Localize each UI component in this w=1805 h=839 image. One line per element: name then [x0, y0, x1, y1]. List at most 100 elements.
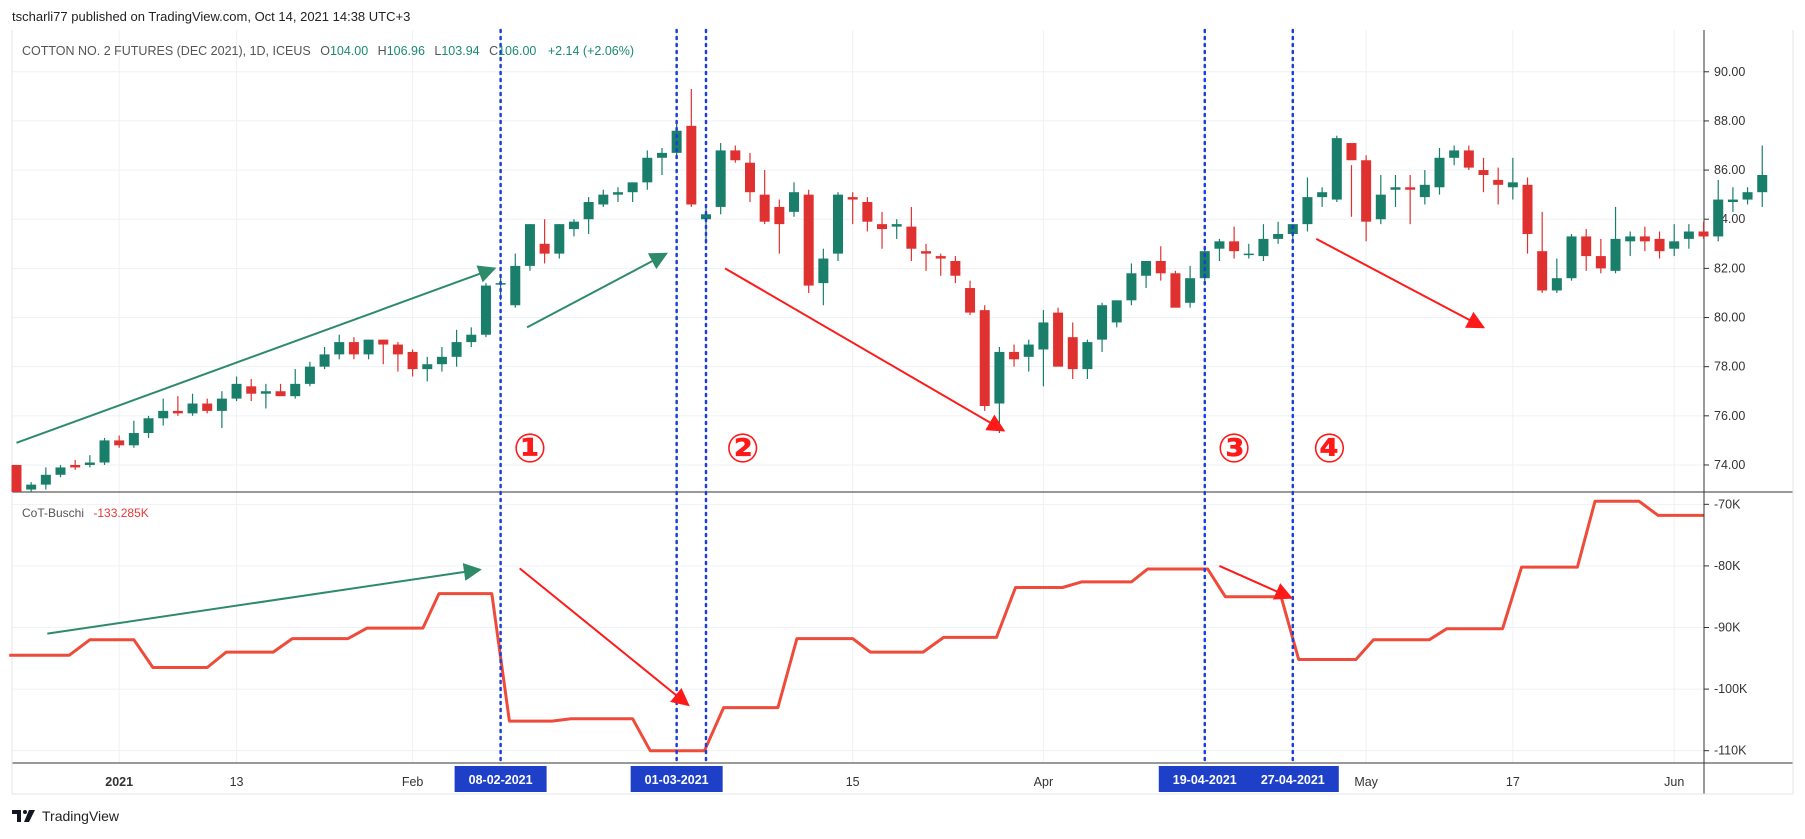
candle-body — [1405, 187, 1416, 190]
price-tick-label: 76.00 — [1714, 409, 1745, 423]
candle-body — [1038, 322, 1049, 350]
candle-body — [216, 398, 227, 411]
candle-body — [392, 344, 403, 355]
candle-body — [1449, 150, 1460, 158]
candle-body — [568, 221, 579, 230]
price-axis: 74.0076.0078.0080.0082.0084.0086.0088.00… — [1704, 65, 1745, 472]
pane-borders — [11, 30, 1794, 795]
candle-body — [114, 440, 125, 446]
circled-number: ① — [513, 427, 547, 471]
indicator-trend-arrow — [1219, 564, 1293, 600]
price-trend-arrow — [526, 252, 668, 329]
candle-body — [1361, 160, 1372, 222]
candle-body — [1625, 236, 1636, 242]
symbol-title: COTTON NO. 2 FUTURES (DEC 2021), 1D, ICE… — [22, 44, 311, 58]
candle-body — [1141, 261, 1152, 276]
candle-body — [1317, 192, 1328, 198]
candle-body — [26, 484, 37, 490]
time-tick-label: Jun — [1664, 775, 1684, 789]
indicator-tick-label: -70K — [1714, 497, 1741, 511]
candle-body — [510, 265, 521, 306]
candle-body — [921, 251, 932, 254]
candle-body — [583, 202, 594, 220]
date-badge: 01-03-2021 — [630, 766, 723, 792]
candle-body — [1302, 197, 1313, 225]
time-tick-label: May — [1354, 775, 1378, 789]
date-badge-label: 19-04-2021 — [1173, 773, 1237, 787]
candle-body — [612, 192, 623, 195]
candle-body — [143, 418, 154, 434]
candle-body — [642, 157, 653, 183]
candle-body — [1331, 138, 1342, 200]
candle-body — [1727, 199, 1738, 203]
cot-line — [9, 499, 1704, 753]
candle-body — [1023, 344, 1034, 357]
price-tick-label: 90.00 — [1714, 65, 1745, 79]
grid-lines — [12, 30, 1704, 763]
date-badge-bg — [1246, 766, 1339, 792]
candle-body — [187, 403, 198, 414]
candle-body — [1126, 273, 1137, 301]
price-trend-arrow — [16, 265, 497, 444]
candle-body — [789, 192, 800, 212]
candle-body — [275, 391, 286, 397]
candle-body — [1581, 236, 1592, 257]
circled-number: ④ — [1313, 427, 1347, 471]
candle-body — [260, 391, 271, 394]
indicator-tick-label: -80K — [1714, 559, 1741, 573]
time-tick-label: 13 — [230, 775, 244, 789]
time-tick-label: 17 — [1506, 775, 1520, 789]
candle-body — [598, 194, 609, 205]
candle-body — [1610, 238, 1621, 271]
indicator-trend-arrow — [519, 567, 690, 707]
candle-body — [319, 354, 330, 367]
candle-body — [1507, 182, 1518, 188]
candle-body — [1713, 199, 1724, 237]
candle-body — [334, 342, 345, 355]
candle-body — [730, 150, 741, 161]
indicator-axis: -70K -80K -90K -100K -110K — [1704, 497, 1748, 758]
candle-body — [877, 224, 888, 230]
low-value: 103.94 — [441, 44, 479, 58]
date-badge: 27-04-2021 — [1246, 766, 1339, 792]
candle-body — [1683, 231, 1694, 239]
candle-body — [1053, 312, 1064, 367]
circled-number: ② — [726, 427, 760, 471]
price-trend-arrow — [724, 267, 1006, 432]
candle-body — [1273, 233, 1284, 239]
candle-body — [1097, 305, 1108, 340]
candle-body — [833, 194, 844, 254]
chart-canvas[interactable]: 74.0076.0078.0080.0082.0084.0086.0088.00… — [0, 0, 1805, 800]
candle-body — [979, 310, 990, 406]
candle-body — [1463, 150, 1474, 168]
price-tick-label: 80.00 — [1714, 311, 1745, 325]
candle-body — [656, 152, 667, 158]
candle-body — [202, 403, 213, 411]
candle-body — [803, 194, 814, 286]
candle-body — [1155, 261, 1166, 274]
candle-body — [363, 339, 374, 355]
candle-body — [524, 224, 535, 266]
candle-body — [686, 125, 697, 205]
candle-body — [847, 197, 858, 200]
candle-body — [1522, 184, 1533, 234]
candle-body — [1067, 337, 1078, 370]
candle-body — [994, 351, 1005, 404]
indicator-legend: CoT-Buschi -133.285K — [22, 506, 149, 520]
candle-body — [715, 150, 726, 207]
time-tick-label: Apr — [1034, 775, 1053, 789]
price-tick-label: 88.00 — [1714, 114, 1745, 128]
candle-body — [304, 366, 315, 384]
candle-body — [1214, 241, 1225, 249]
candle-body — [436, 356, 447, 365]
circled-number: ③ — [1217, 427, 1251, 471]
candle-body — [55, 467, 66, 475]
candle-body — [965, 288, 976, 313]
candle-body — [627, 182, 638, 193]
candle-body — [1243, 253, 1254, 256]
candle-body — [935, 256, 946, 259]
date-badge-label: 27-04-2021 — [1261, 773, 1325, 787]
candle-body — [1258, 238, 1269, 257]
candle-body — [422, 364, 433, 370]
date-badge-bg — [1158, 766, 1251, 792]
